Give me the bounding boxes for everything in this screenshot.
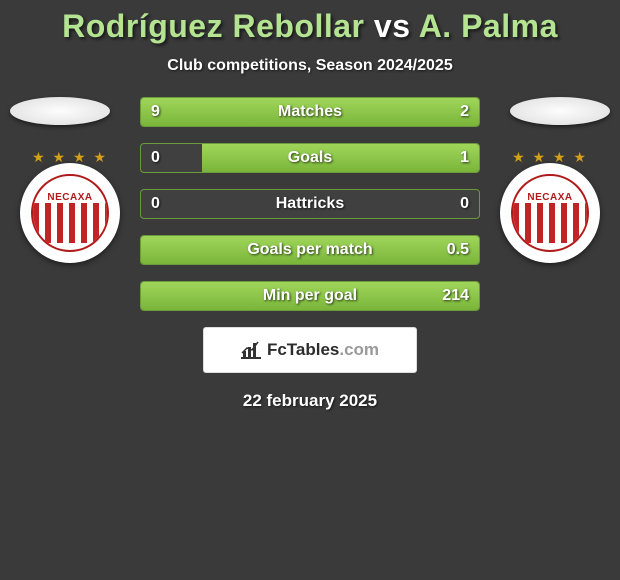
brand-prefix: Fc <box>267 340 287 359</box>
club-stripes-left <box>33 203 107 243</box>
bar-fill-right <box>202 144 479 172</box>
club-name-right: NECAXA <box>513 192 587 203</box>
stat-value-left: 0 <box>141 144 170 172</box>
stat-value-right: 2 <box>450 98 479 126</box>
comparison-stage: ★ ★ ★ ★ NECAXA ★ ★ ★ ★ NECAXA 92Matches0… <box>0 97 620 411</box>
stat-label: Hattricks <box>141 190 479 218</box>
club-stars-right: ★ ★ ★ ★ <box>500 149 600 166</box>
date-text: 22 february 2025 <box>0 391 620 411</box>
club-stars-left: ★ ★ ★ ★ <box>20 149 120 166</box>
chart-icon <box>241 341 261 359</box>
stat-value-left: 0 <box>141 190 170 218</box>
club-badge-right: ★ ★ ★ ★ NECAXA <box>500 163 600 263</box>
brand-suffix: .com <box>339 340 379 359</box>
brand-box: FcTables.com <box>203 327 417 373</box>
brand-main: Tables <box>287 340 340 359</box>
stat-value-right: 0 <box>450 190 479 218</box>
stat-value-left <box>141 282 161 310</box>
stat-row: 0.5Goals per match <box>140 235 480 265</box>
stat-row: 01Goals <box>140 143 480 173</box>
club-name-left: NECAXA <box>33 192 107 203</box>
stat-row: 0 0Hattricks <box>140 189 480 219</box>
stat-value-left <box>141 236 161 264</box>
stat-row: 214Min per goal <box>140 281 480 311</box>
club-stripes-right <box>513 203 587 243</box>
title-player2: A. Palma <box>419 8 558 44</box>
subtitle: Club competitions, Season 2024/2025 <box>0 57 620 75</box>
title-player1: Rodríguez Rebollar <box>62 8 364 44</box>
bar-fill-right <box>141 282 479 310</box>
stat-value-left: 9 <box>141 98 170 126</box>
title-vs: vs <box>374 8 411 44</box>
stat-row: 92Matches <box>140 97 480 127</box>
page-title: Rodríguez Rebollar vs A. Palma <box>0 0 620 45</box>
avatar-placeholder-left <box>10 97 110 125</box>
avatar-placeholder-right <box>510 97 610 125</box>
stat-value-right: 0.5 <box>437 236 479 264</box>
brand-text: FcTables.com <box>267 340 379 360</box>
stat-bars: 92Matches01Goals00Hattricks0.5Goals per … <box>140 97 480 311</box>
bar-fill-left <box>141 98 418 126</box>
stat-value-right: 214 <box>432 282 479 310</box>
bar-fill-right <box>141 236 479 264</box>
club-badge-left: ★ ★ ★ ★ NECAXA <box>20 163 120 263</box>
stat-value-right: 1 <box>450 144 479 172</box>
